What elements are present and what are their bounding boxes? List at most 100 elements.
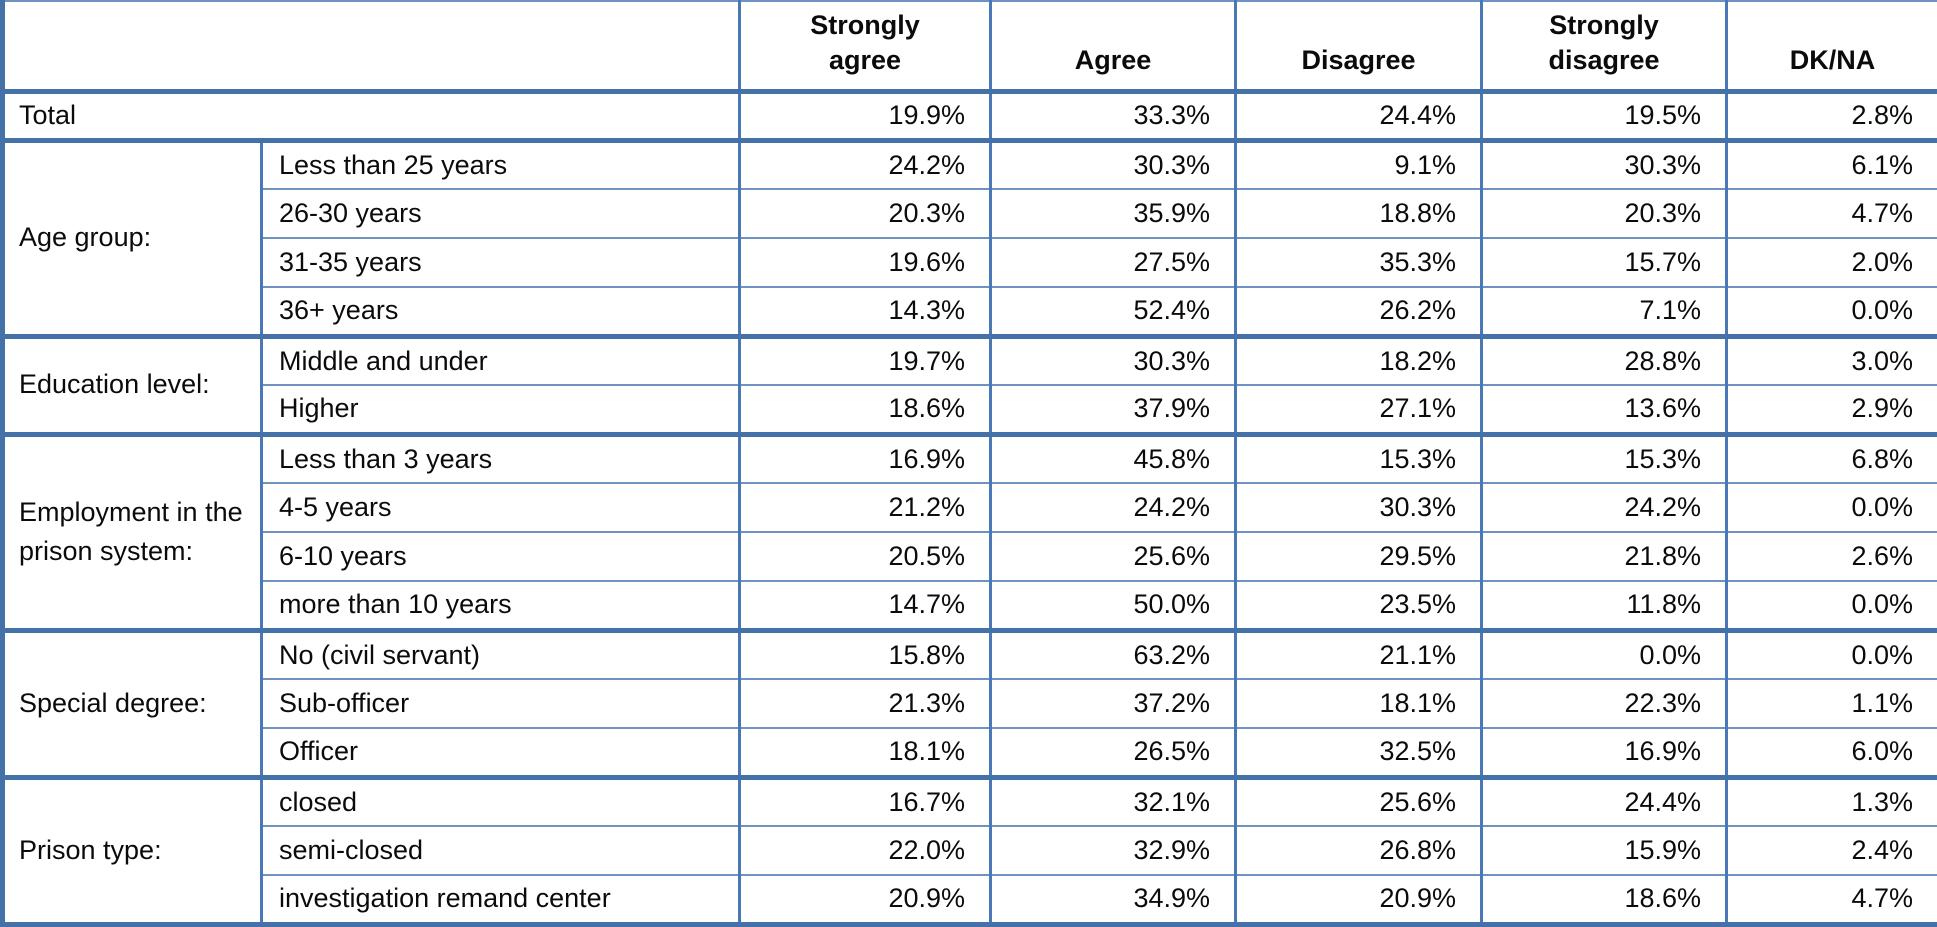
table-row: Employment in the prison system: Less th…: [3, 434, 1937, 483]
row-label: closed: [262, 777, 740, 826]
value-cell: 16.9%: [740, 434, 991, 483]
value-cell: 19.7%: [740, 336, 991, 385]
value-cell: 20.9%: [1236, 875, 1482, 924]
row-label: Sub-officer: [262, 679, 740, 728]
value-cell: 20.3%: [740, 189, 991, 238]
value-cell: 26.2%: [1236, 287, 1482, 336]
value-cell: 0.0%: [1727, 630, 1937, 679]
value-cell: 6.0%: [1727, 728, 1937, 777]
value-cell: 32.5%: [1236, 728, 1482, 777]
value-cell: 30.3%: [991, 140, 1236, 189]
value-cell: 3.0%: [1727, 336, 1937, 385]
value-cell: 13.6%: [1482, 385, 1727, 434]
value-cell: 18.8%: [1236, 189, 1482, 238]
section-prison-type: Prison type: closed 16.7% 32.1% 25.6% 24…: [3, 777, 1937, 924]
value-cell: 6.8%: [1727, 434, 1937, 483]
value-cell: 14.7%: [740, 581, 991, 630]
table-row: more than 10 years 14.7% 50.0% 23.5% 11.…: [3, 581, 1937, 630]
column-header-strongly-agree: Strongly agree: [740, 1, 991, 91]
value-cell: 20.9%: [740, 875, 991, 924]
value-cell: 29.5%: [1236, 532, 1482, 581]
value-cell: 2.6%: [1727, 532, 1937, 581]
table-row: 36+ years 14.3% 52.4% 26.2% 7.1% 0.0%: [3, 287, 1937, 336]
row-label: investigation remand center: [262, 875, 740, 924]
value-cell: 32.9%: [991, 826, 1236, 875]
table-row: 6-10 years 20.5% 25.6% 29.5% 21.8% 2.6%: [3, 532, 1937, 581]
group-label-special-degree: Special degree:: [3, 630, 262, 777]
value-cell: 18.1%: [1236, 679, 1482, 728]
value-cell: 15.3%: [1482, 434, 1727, 483]
row-label-total: Total: [3, 91, 740, 140]
value-cell: 18.2%: [1236, 336, 1482, 385]
table-row: Education level: Middle and under 19.7% …: [3, 336, 1937, 385]
value-cell: 19.5%: [1482, 91, 1727, 140]
value-cell: 15.3%: [1236, 434, 1482, 483]
value-cell: 18.6%: [1482, 875, 1727, 924]
section-special-degree: Special degree: No (civil servant) 15.8%…: [3, 630, 1937, 777]
value-cell: 19.6%: [740, 238, 991, 287]
corner-empty-cell: [3, 1, 740, 91]
value-cell: 2.9%: [1727, 385, 1937, 434]
value-cell: 20.5%: [740, 532, 991, 581]
column-header-disagree: Disagree: [1236, 1, 1482, 91]
group-label-education: Education level:: [3, 336, 262, 434]
section-education-level: Education level: Middle and under 19.7% …: [3, 336, 1937, 434]
row-label: 26-30 years: [262, 189, 740, 238]
value-cell: 15.8%: [740, 630, 991, 679]
value-cell: 15.7%: [1482, 238, 1727, 287]
row-label: Less than 25 years: [262, 140, 740, 189]
value-cell: 21.3%: [740, 679, 991, 728]
value-cell: 27.5%: [991, 238, 1236, 287]
value-cell: 33.3%: [991, 91, 1236, 140]
value-cell: 21.2%: [740, 483, 991, 532]
value-cell: 15.9%: [1482, 826, 1727, 875]
value-cell: 35.9%: [991, 189, 1236, 238]
value-cell: 19.9%: [740, 91, 991, 140]
value-cell: 37.9%: [991, 385, 1236, 434]
section-age-group: Age group: Less than 25 years 24.2% 30.3…: [3, 140, 1937, 336]
table-row: 26-30 years 20.3% 35.9% 18.8% 20.3% 4.7%: [3, 189, 1937, 238]
value-cell: 45.8%: [991, 434, 1236, 483]
value-cell: 4.7%: [1727, 189, 1937, 238]
value-cell: 0.0%: [1727, 483, 1937, 532]
column-header-strongly-disagree: Strongly disagree: [1482, 1, 1727, 91]
value-cell: 28.8%: [1482, 336, 1727, 385]
value-cell: 23.5%: [1236, 581, 1482, 630]
row-label: 6-10 years: [262, 532, 740, 581]
value-cell: 0.0%: [1727, 581, 1937, 630]
section-total: Total 19.9% 33.3% 24.4% 19.5% 2.8%: [3, 91, 1937, 140]
table-row: Sub-officer 21.3% 37.2% 18.1% 22.3% 1.1%: [3, 679, 1937, 728]
section-employment: Employment in the prison system: Less th…: [3, 434, 1937, 630]
value-cell: 0.0%: [1727, 287, 1937, 336]
value-cell: 11.8%: [1482, 581, 1727, 630]
value-cell: 27.1%: [1236, 385, 1482, 434]
value-cell: 30.3%: [1236, 483, 1482, 532]
value-cell: 22.0%: [740, 826, 991, 875]
value-cell: 1.3%: [1727, 777, 1937, 826]
row-label: No (civil servant): [262, 630, 740, 679]
row-label: 31-35 years: [262, 238, 740, 287]
group-label-employment: Employment in the prison system:: [3, 434, 262, 630]
group-label-prison-type: Prison type:: [3, 777, 262, 924]
value-cell: 24.4%: [1482, 777, 1727, 826]
value-cell: 37.2%: [991, 679, 1236, 728]
value-cell: 24.2%: [740, 140, 991, 189]
value-cell: 50.0%: [991, 581, 1236, 630]
value-cell: 21.8%: [1482, 532, 1727, 581]
group-label-age: Age group:: [3, 140, 262, 336]
value-cell: 30.3%: [991, 336, 1236, 385]
table-row: Higher 18.6% 37.9% 27.1% 13.6% 2.9%: [3, 385, 1937, 434]
value-cell: 32.1%: [991, 777, 1236, 826]
value-cell: 18.1%: [740, 728, 991, 777]
value-cell: 6.1%: [1727, 140, 1937, 189]
value-cell: 2.0%: [1727, 238, 1937, 287]
row-label: Middle and under: [262, 336, 740, 385]
value-cell: 2.8%: [1727, 91, 1937, 140]
table-row: Age group: Less than 25 years 24.2% 30.3…: [3, 140, 1937, 189]
value-cell: 25.6%: [991, 532, 1236, 581]
row-label: Officer: [262, 728, 740, 777]
table-row: Total 19.9% 33.3% 24.4% 19.5% 2.8%: [3, 91, 1937, 140]
table-row: Special degree: No (civil servant) 15.8%…: [3, 630, 1937, 679]
